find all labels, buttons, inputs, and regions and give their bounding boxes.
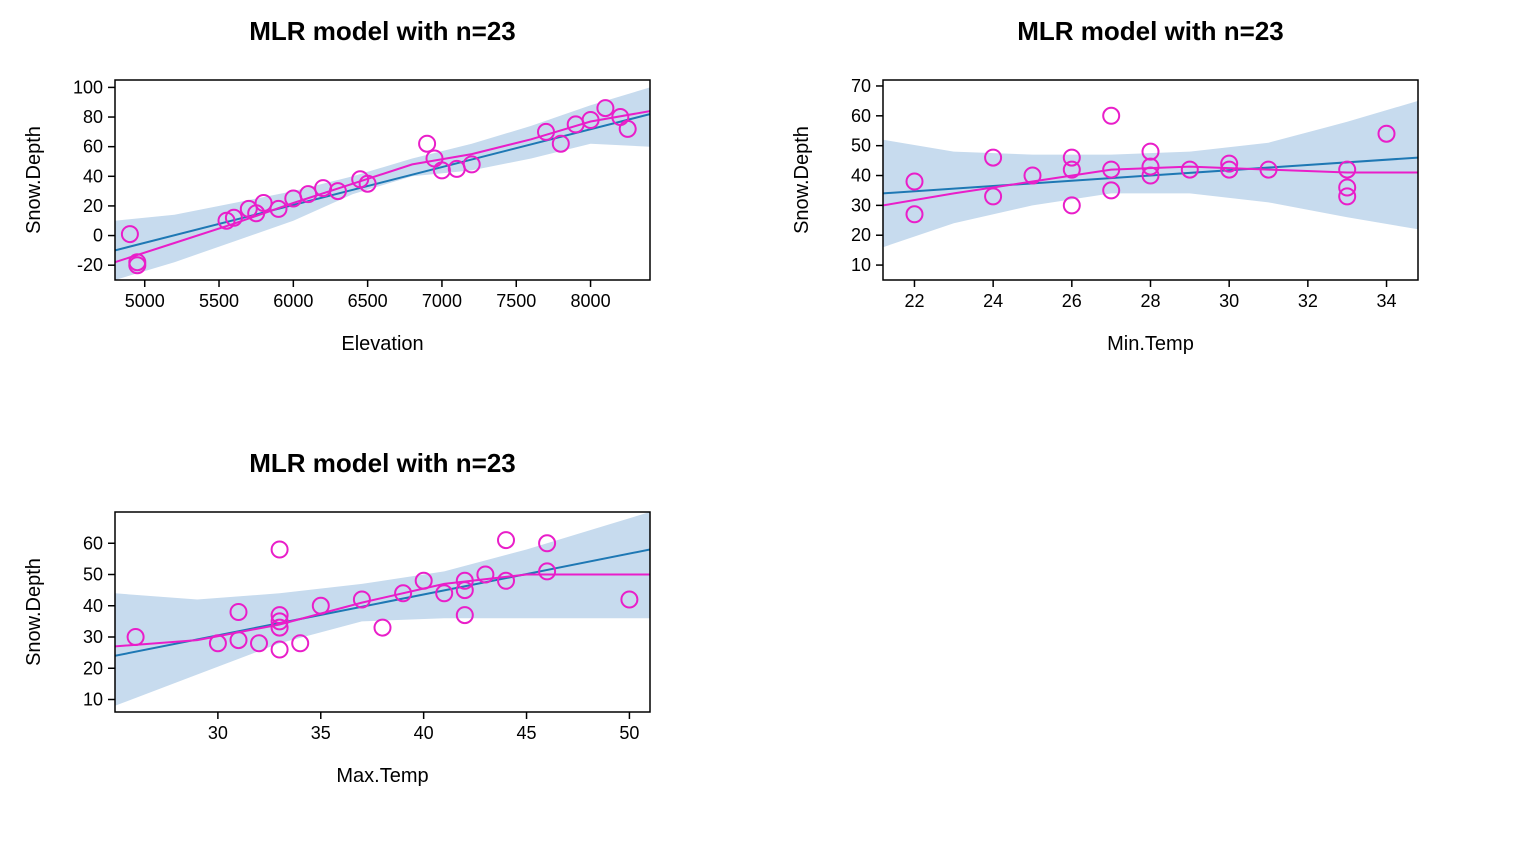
data-point xyxy=(419,136,435,152)
ytick-label: 60 xyxy=(83,533,103,553)
ytick-label: 60 xyxy=(83,137,103,157)
xtick-label: 26 xyxy=(1062,291,1082,311)
ytick-label: 20 xyxy=(83,196,103,216)
ytick-label: 30 xyxy=(851,195,871,215)
ytick-label: 20 xyxy=(851,225,871,245)
ytick-label: 10 xyxy=(83,690,103,710)
chart-mintemp: MLR model with n=23 22 24 26 28 30 32 34 10 20 30 4… xyxy=(768,0,1536,432)
xtick-label: 5500 xyxy=(199,291,239,311)
data-point xyxy=(272,642,288,658)
ytick-label: 0 xyxy=(93,226,103,246)
y-axis-label: Snow.Depth xyxy=(23,126,45,234)
xtick-label: 6500 xyxy=(348,291,388,311)
chart-grid: MLR model with n=23 5000 5500 6000 6500 7000 7… xyxy=(0,0,1536,864)
xtick-label: 8000 xyxy=(571,291,611,311)
fit-line xyxy=(115,114,650,250)
x-axis-label: Min.Temp xyxy=(1107,333,1194,355)
xtick-label: 40 xyxy=(414,723,434,743)
xtick-label: 28 xyxy=(1140,291,1160,311)
y-axis-label: Snow.Depth xyxy=(791,126,813,234)
panel-mintemp: MLR model with n=23 22 24 26 28 30 32 34 10 20 30 4… xyxy=(768,0,1536,432)
xtick-label: 32 xyxy=(1298,291,1318,311)
x-axis-label: Max.Temp xyxy=(336,765,428,787)
ytick-label: 40 xyxy=(83,166,103,186)
xtick-label: 45 xyxy=(517,723,537,743)
chart-title: MLR model with n=23 xyxy=(249,448,516,478)
confidence-band xyxy=(115,512,650,706)
xtick-label: 50 xyxy=(619,723,639,743)
ytick-label: -20 xyxy=(77,255,103,275)
ytick-label: 50 xyxy=(851,136,871,156)
xtick-label: 22 xyxy=(904,291,924,311)
data-point xyxy=(1103,108,1119,124)
xtick-label: 30 xyxy=(1219,291,1239,311)
data-point xyxy=(498,532,514,548)
xtick-label: 24 xyxy=(983,291,1003,311)
ytick-label: 40 xyxy=(851,166,871,186)
chart-maxtemp: MLR model with n=23 30 35 40 45 50 10 20 30 40 50 6… xyxy=(0,432,768,864)
ytick-label: 100 xyxy=(73,77,103,97)
panel-maxtemp: MLR model with n=23 30 35 40 45 50 10 20 30 40 50 6… xyxy=(0,432,768,864)
data-point xyxy=(1064,197,1080,213)
xtick-label: 5000 xyxy=(125,291,165,311)
xtick-label: 6000 xyxy=(273,291,313,311)
ytick-label: 80 xyxy=(83,107,103,127)
panel-empty xyxy=(768,432,1536,864)
xtick-label: 35 xyxy=(311,723,331,743)
ytick-label: 70 xyxy=(851,76,871,96)
ytick-label: 50 xyxy=(83,565,103,585)
x-axis-label: Elevation xyxy=(341,333,423,355)
chart-title: MLR model with n=23 xyxy=(1017,16,1284,46)
xtick-label: 7500 xyxy=(496,291,536,311)
panel-elevation: MLR model with n=23 5000 5500 6000 6500 7000 7… xyxy=(0,0,768,432)
y-axis-label: Snow.Depth xyxy=(23,558,45,666)
ytick-label: 20 xyxy=(83,658,103,678)
ytick-label: 60 xyxy=(851,106,871,126)
chart-title: MLR model with n=23 xyxy=(249,16,516,46)
chart-elevation: MLR model with n=23 5000 5500 6000 6500 7000 7… xyxy=(0,0,768,432)
ytick-label: 30 xyxy=(83,627,103,647)
data-point xyxy=(272,542,288,558)
data-point xyxy=(375,620,391,636)
xtick-label: 34 xyxy=(1377,291,1397,311)
ytick-label: 40 xyxy=(83,596,103,616)
confidence-band xyxy=(115,87,650,280)
ytick-label: 10 xyxy=(851,255,871,275)
xtick-label: 30 xyxy=(208,723,228,743)
xtick-label: 7000 xyxy=(422,291,462,311)
